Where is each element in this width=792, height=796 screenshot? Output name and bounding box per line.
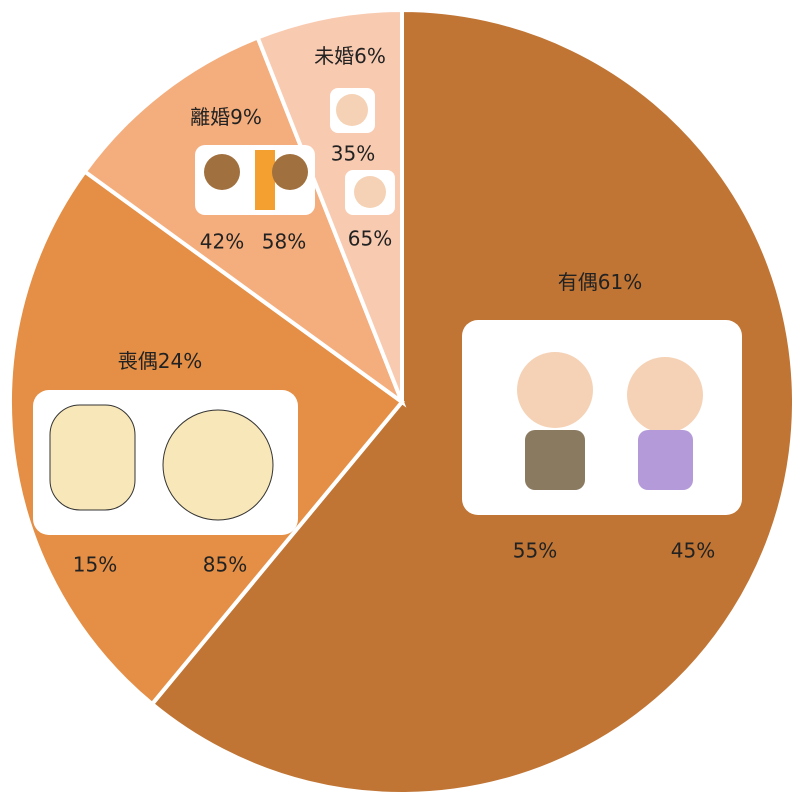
value-label: 61% — [598, 270, 642, 294]
slice-label: 離婚9% — [190, 105, 262, 129]
value-label: 24% — [158, 349, 202, 373]
icon-door — [255, 150, 275, 210]
breakdown-label: 42% — [200, 230, 244, 254]
breakdown-label: 85% — [203, 553, 247, 577]
value-label: 6% — [354, 44, 386, 68]
category-label: 未婚 — [314, 44, 354, 68]
breakdown-label: 45% — [671, 539, 715, 563]
slice-label: 有偶61% — [558, 270, 642, 294]
breakdown-label: 65% — [348, 227, 392, 251]
breakdown-label: 15% — [73, 553, 117, 577]
icon-face — [336, 94, 368, 126]
slice-label: 喪偶24% — [118, 349, 202, 373]
icon-body — [525, 430, 585, 490]
icon-face — [354, 176, 386, 208]
icon-face — [272, 154, 308, 190]
value-label: 9% — [230, 105, 262, 129]
icon-face — [163, 410, 273, 520]
slice-label: 未婚6% — [314, 44, 386, 68]
category-label: 喪偶 — [118, 349, 158, 373]
chart: 有偶61% 55% 45% 喪偶24% 15% 85% 離婚9% 42% 58% 未婚6% 35% 6… — [0, 0, 792, 796]
breakdown-label: 35% — [331, 142, 375, 166]
breakdown-label: 58% — [262, 230, 306, 254]
category-label: 有偶 — [558, 270, 598, 294]
category-label: 離婚 — [190, 105, 230, 129]
icon-face — [204, 154, 240, 190]
icon-face — [50, 405, 135, 510]
icon-face — [627, 357, 703, 433]
breakdown-label: 55% — [513, 539, 557, 563]
icon-face — [517, 352, 593, 428]
icon-couple — [462, 320, 742, 515]
icon-body — [638, 430, 693, 490]
